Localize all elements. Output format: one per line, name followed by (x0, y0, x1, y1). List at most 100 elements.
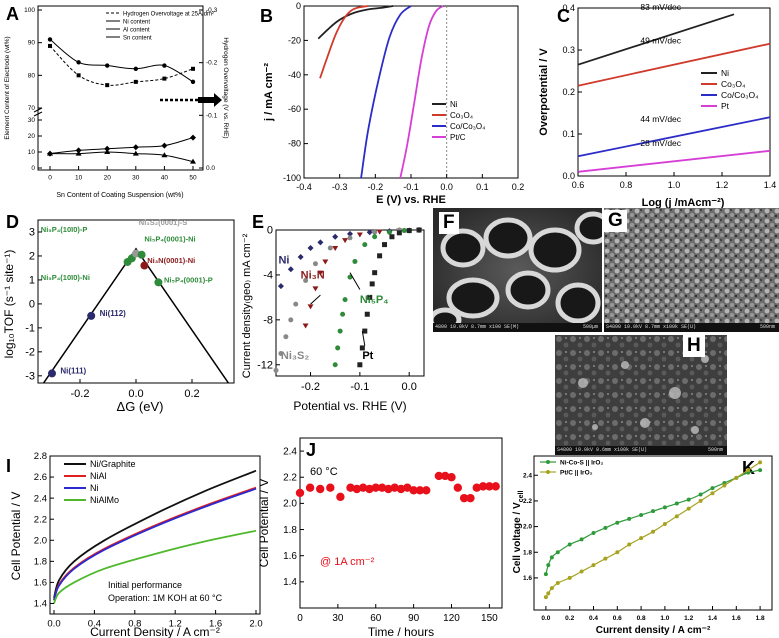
panel-k-point (639, 536, 644, 541)
panel-k-xtick-label: 0.4 (589, 615, 598, 622)
panel-e-point (366, 229, 373, 236)
panel-k-point (662, 522, 667, 527)
panel-k-legend-marker (546, 470, 550, 474)
panel-d-label: D (6, 212, 19, 232)
panel-a-xtick-label: 10 (75, 175, 83, 182)
panel-a-ytick-label: 90 (28, 40, 36, 47)
panel-k-xtick-label: 0.2 (565, 615, 574, 622)
panel-k-point (686, 506, 691, 511)
panel-c-ylabel: Overpotential / V (538, 48, 550, 136)
panel-a-series-line (49, 45, 194, 86)
panel-a-y2tick-label: 0.0 (206, 165, 215, 172)
panel-e-point (288, 317, 294, 323)
panel-j-ylabel: Cell Potential / V (257, 479, 271, 568)
panel-j-xtick-label: 120 (443, 613, 460, 624)
panel-e-pointer (310, 294, 321, 305)
panel-e-series-label: Ni₃S₂ (281, 350, 309, 362)
panel-d-ytick-label: -2 (25, 347, 35, 359)
panel-e-point (332, 233, 339, 240)
panel-a-point (133, 66, 138, 72)
panel-e-xtick-label: -0.1 (350, 381, 369, 393)
panel-d-point (87, 311, 96, 320)
panel-b-legend-label: Co/Co₃O₄ (450, 122, 485, 131)
panel-e-point (369, 281, 375, 287)
panel-k-point (546, 591, 551, 596)
panel-e-point (340, 311, 346, 317)
panel-k-point (579, 569, 584, 574)
panel-d-volcano-line (42, 247, 230, 384)
panel-k-point (627, 516, 632, 521)
panel-e-point (307, 244, 314, 251)
panel-a-point (104, 149, 111, 154)
panel-e-point (376, 229, 383, 235)
panel-c-legend-label: Ni (721, 68, 729, 78)
panel-b-legend-label: Ni (450, 100, 458, 109)
panel-d-point-label: Ni₅P₄(0001)-P (164, 275, 213, 284)
panel-e-point (273, 367, 279, 373)
panel-i-xtick-label: 2.0 (249, 619, 262, 630)
panel-j-current-note: @ 1A cm⁻² (320, 556, 375, 568)
panel-e-point (362, 328, 368, 334)
panel-a-point (104, 145, 111, 152)
panel-i-legend-label: NiAlMo (90, 495, 119, 505)
panel-i-note-1: Initial performance (108, 580, 182, 590)
panel-a-point (132, 150, 139, 156)
panel-a-point (190, 79, 196, 85)
panel-j-ytick-label: 1.4 (283, 577, 297, 588)
panel-k-point (698, 498, 703, 503)
panel-d-point-label: Ni₅P₄(10ī0)-P (41, 225, 88, 234)
panel-k-point (591, 563, 596, 568)
panel-e-pointer (349, 272, 361, 290)
panel-b-legend-label: Pt/C (450, 133, 466, 142)
panel-e-point (396, 230, 402, 236)
panel-a-point (75, 150, 82, 156)
panel-e-ytick-label: -4 (263, 270, 273, 282)
panel-j-ytick-label: 1.6 (283, 551, 297, 562)
panel-c-chart: C 0.6 0.8 1.0 1.2 1.4 0.0 0.1 0.2 0.3 0.4 NiCo₃O₄… (538, 2, 776, 209)
panel-k-point (567, 542, 572, 547)
panel-e-label: E (252, 212, 264, 232)
panel-j-label: J (306, 440, 316, 460)
panel-e-ytick-label: -12 (257, 359, 273, 371)
panel-k-ytick-label: 2.4 (523, 472, 532, 479)
panel-i-label: I (6, 456, 11, 476)
panel-a-xtick-label: 30 (132, 175, 140, 182)
panel-i-ytick-label: 2.0 (34, 535, 47, 546)
panel-j-ytick-label: 2.4 (283, 446, 297, 457)
panel-e-point (337, 328, 343, 334)
panel-k-point (710, 491, 715, 496)
panel-g-caption: S4800 10.0kV 8.7mm x100k SE(U) 500nm (604, 323, 779, 332)
panel-j-point (491, 482, 500, 491)
panel-j-xtick-label: 30 (332, 613, 344, 624)
panel-c-ytick-label: 0.0 (562, 171, 575, 181)
panel-j-point (390, 483, 399, 492)
panel-e-point (342, 238, 349, 244)
panel-k-series-line (545, 469, 761, 575)
panel-e-point (332, 362, 338, 368)
panel-d-ytick-label: -1 (25, 323, 35, 335)
panel-b-legend: Ni Co₃O₄ Co/Co₃O₄ Pt/C (432, 100, 485, 142)
panel-k-point (627, 542, 632, 547)
panel-a-plot-frame (37, 5, 204, 171)
panel-j-xlabel: Time / hours (368, 625, 434, 638)
panel-d-xtick-label: 0.0 (128, 388, 143, 400)
panel-a-ytick-label: 0 (31, 165, 35, 172)
panel-k-point (591, 531, 596, 535)
panel-k-point (698, 492, 703, 497)
panel-e-point (322, 259, 329, 265)
panel-k-point (603, 525, 608, 530)
panel-a-point (161, 142, 168, 149)
panel-k-point (651, 509, 655, 514)
panel-g-label: G (604, 210, 627, 232)
panel-i-ytick-label: 2.2 (34, 514, 47, 525)
panel-i-xtick-label: 0.4 (88, 619, 101, 630)
panel-e-point (312, 286, 319, 292)
panel-k-point (615, 550, 620, 555)
panel-e-point (382, 242, 388, 248)
panel-c-xtick-label: 0.6 (572, 180, 585, 190)
panel-e-point (327, 245, 333, 251)
panel-c-xtick-label: 1.0 (668, 180, 681, 190)
panel-k-point (758, 468, 763, 473)
panel-e-pointer (361, 330, 366, 346)
panel-d-point (48, 369, 56, 378)
